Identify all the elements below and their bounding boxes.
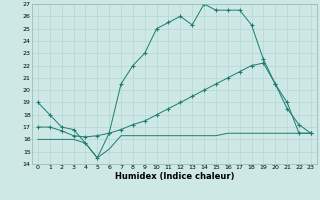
X-axis label: Humidex (Indice chaleur): Humidex (Indice chaleur) <box>115 172 234 181</box>
